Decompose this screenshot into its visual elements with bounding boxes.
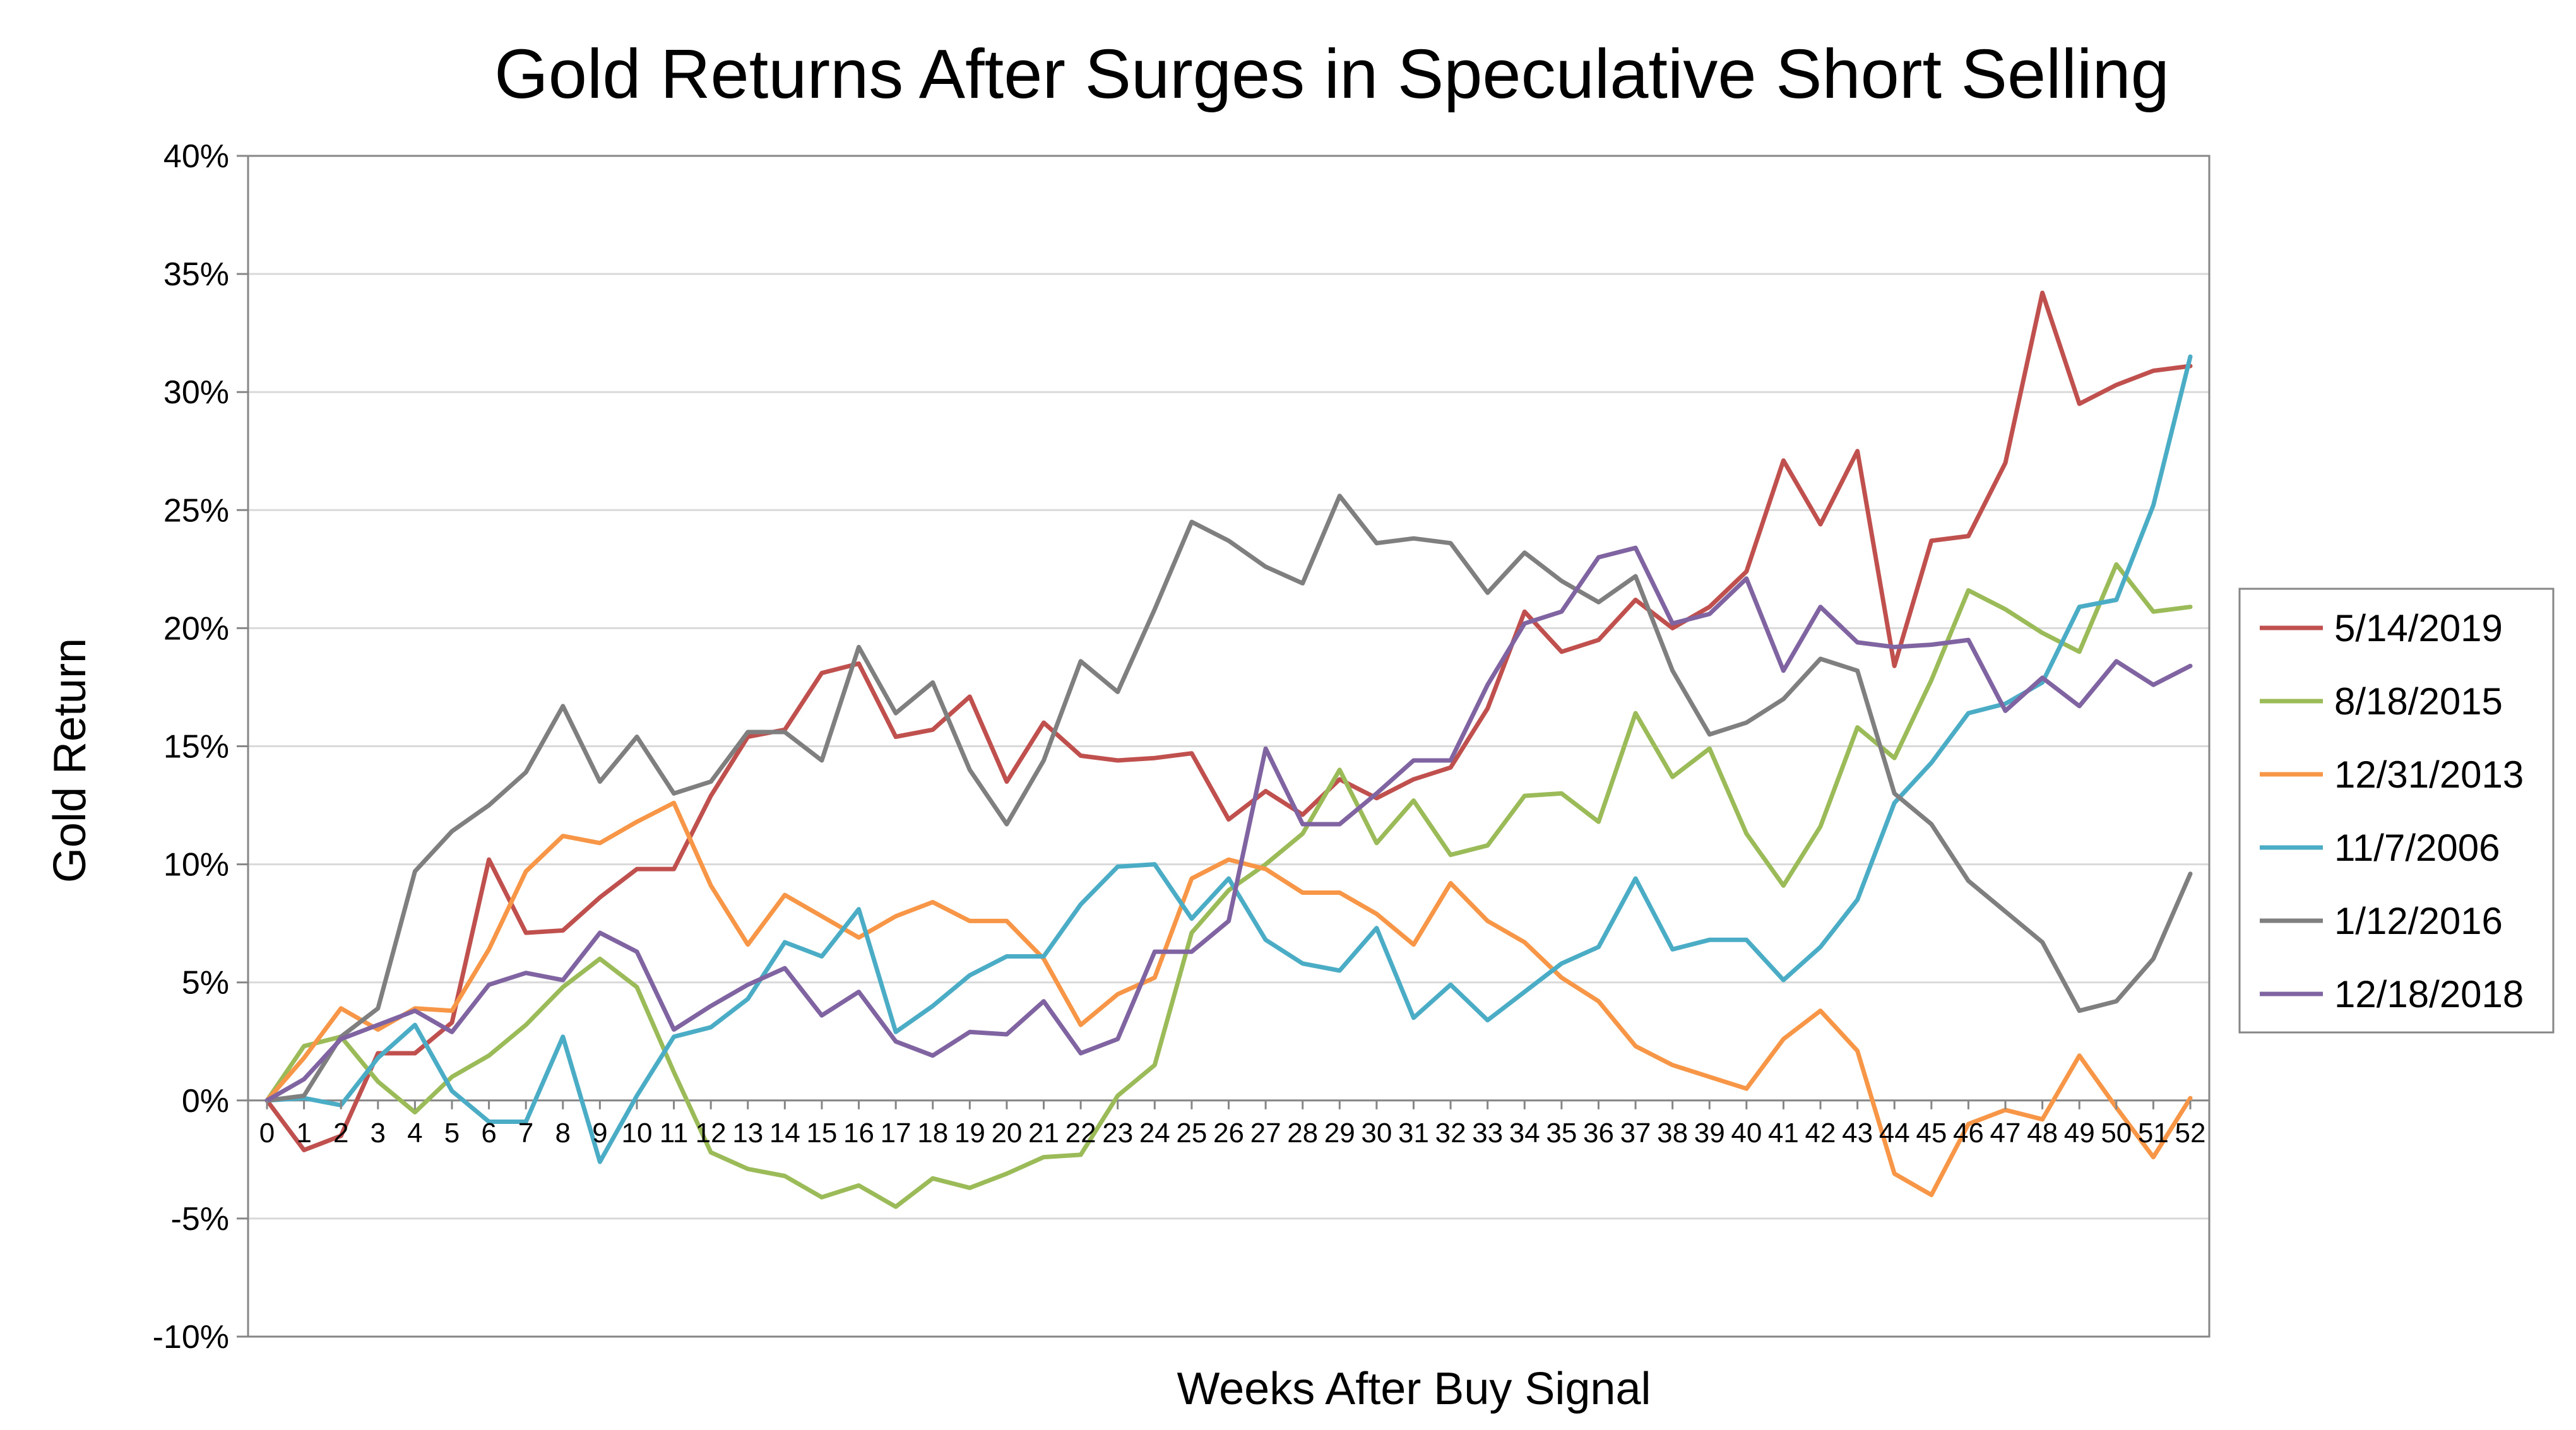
- x-tick-label: 37: [1620, 1118, 1651, 1149]
- x-tick-label: 32: [1435, 1118, 1466, 1149]
- series-lines: [264, 290, 2193, 1209]
- x-tick-label: 11: [660, 1118, 689, 1149]
- x-tick-label: 2: [333, 1118, 348, 1149]
- x-tick-label: 46: [1953, 1118, 1984, 1149]
- x-tick-label: 26: [1213, 1118, 1244, 1149]
- x-tick-label: 38: [1657, 1118, 1688, 1149]
- y-tick-label: 30%: [163, 374, 229, 411]
- y-tick-label: 40%: [163, 138, 229, 175]
- y-tick-label: 15%: [163, 729, 229, 765]
- x-tick-label: 19: [954, 1118, 985, 1149]
- legend-items: 5/14/2019 8/18/2015 12/31/2013 11/7/2006 1/1…: [2260, 607, 2524, 1015]
- x-tick-label: 7: [518, 1118, 533, 1149]
- x-tick-label: 20: [991, 1118, 1022, 1149]
- y-tick-label: 20%: [163, 610, 229, 647]
- legend-label: 12/18/2018: [2334, 973, 2524, 1015]
- x-tick-label: 45: [1916, 1118, 1947, 1149]
- legend: 5/14/2019 8/18/2015 12/31/2013 11/7/2006 1/1…: [2238, 588, 2555, 1034]
- x-tick-label: 52: [2175, 1118, 2206, 1149]
- y-tick-label: -10%: [153, 1319, 229, 1356]
- x-tick-label: 18: [917, 1118, 948, 1149]
- legend-label: 8/18/2015: [2334, 680, 2503, 723]
- x-tick-label: 0: [259, 1118, 275, 1149]
- series-line: [264, 354, 2193, 1164]
- chart-title: Gold Returns After Surges in Speculative…: [494, 35, 2169, 113]
- x-tick-label: 30: [1361, 1118, 1392, 1149]
- x-tick-label: 49: [2064, 1118, 2095, 1149]
- y-tick-label: -5%: [171, 1201, 229, 1238]
- series-line: [264, 562, 2193, 1209]
- y-tick-label: 0%: [182, 1083, 229, 1120]
- series-line: [264, 800, 2193, 1197]
- x-tick-label: 21: [1028, 1118, 1059, 1149]
- x-tick-label: 9: [592, 1118, 607, 1149]
- x-tick-label: 16: [843, 1118, 874, 1149]
- x-tick-label: 13: [732, 1118, 763, 1149]
- x-tick-label: 31: [1398, 1118, 1429, 1149]
- x-tick-label: 51: [2138, 1118, 2169, 1149]
- x-tick-label: 6: [481, 1118, 496, 1149]
- legend-label: 12/31/2013: [2334, 753, 2524, 796]
- y-tick-label: 5%: [182, 965, 229, 1002]
- x-tick-label: 47: [1990, 1118, 2021, 1149]
- legend-label: 1/12/2016: [2334, 900, 2503, 942]
- x-axis-label: Weeks After Buy Signal: [1177, 1364, 1651, 1414]
- x-tick-label: 48: [2027, 1118, 2058, 1149]
- series-line: [264, 493, 2193, 1103]
- y-tick-label: 10%: [163, 847, 229, 883]
- x-tick-label: 40: [1731, 1118, 1762, 1149]
- x-tick-label: 3: [371, 1118, 386, 1149]
- x-tick-label: 36: [1583, 1118, 1614, 1149]
- legend-label: 11/7/2006: [2334, 827, 2500, 869]
- legend-label: 5/14/2019: [2334, 607, 2503, 649]
- x-tick-label: 39: [1694, 1118, 1725, 1149]
- y-tick-label: 35%: [163, 256, 229, 293]
- legend-box: [2238, 588, 2555, 1034]
- x-tick-label: 25: [1176, 1118, 1207, 1149]
- x-tick-label: 50: [2101, 1118, 2132, 1149]
- x-tick-label: 33: [1472, 1118, 1503, 1149]
- x-tick-label: 28: [1287, 1118, 1318, 1149]
- series-line: [264, 545, 2193, 1103]
- x-tick-label: 4: [407, 1118, 422, 1149]
- y-tick-label: 25%: [163, 492, 229, 529]
- series-line: [264, 290, 2193, 1152]
- x-tick-label: 35: [1546, 1118, 1577, 1149]
- x-tick-label: 17: [881, 1118, 911, 1149]
- x-tick-label: 43: [1842, 1118, 1873, 1149]
- x-tick-label: 42: [1805, 1118, 1836, 1149]
- y-axis-label: Gold Return: [45, 638, 95, 883]
- x-tick-label: 14: [769, 1118, 800, 1149]
- x-tick-label: 29: [1324, 1118, 1355, 1149]
- x-tick-label: 10: [621, 1118, 652, 1149]
- x-tick-label: 41: [1768, 1118, 1799, 1149]
- x-tick-label: 27: [1250, 1118, 1281, 1149]
- x-tick-label: 5: [444, 1118, 460, 1149]
- x-tick-label: 44: [1879, 1118, 1910, 1149]
- x-axis-ticks: 0 1 2 3 4 5 6 7 8 9 10 11 12 13 14 15 16 17 18 19 20 21 22 23 24…: [259, 1100, 2206, 1149]
- x-tick-label: 8: [555, 1118, 571, 1149]
- x-tick-label: 24: [1139, 1118, 1170, 1149]
- y-axis-ticks: -10% -5% 0% 5% 10% 15% 20% 25% 30% 35% 40%: [153, 138, 248, 1356]
- x-tick-label: 1: [296, 1118, 311, 1149]
- x-tick-label: 15: [806, 1118, 837, 1149]
- x-tick-label: 22: [1065, 1118, 1096, 1149]
- x-tick-label: 34: [1509, 1118, 1540, 1149]
- x-tick-label: 12: [696, 1118, 727, 1149]
- x-tick-label: 23: [1102, 1118, 1133, 1149]
